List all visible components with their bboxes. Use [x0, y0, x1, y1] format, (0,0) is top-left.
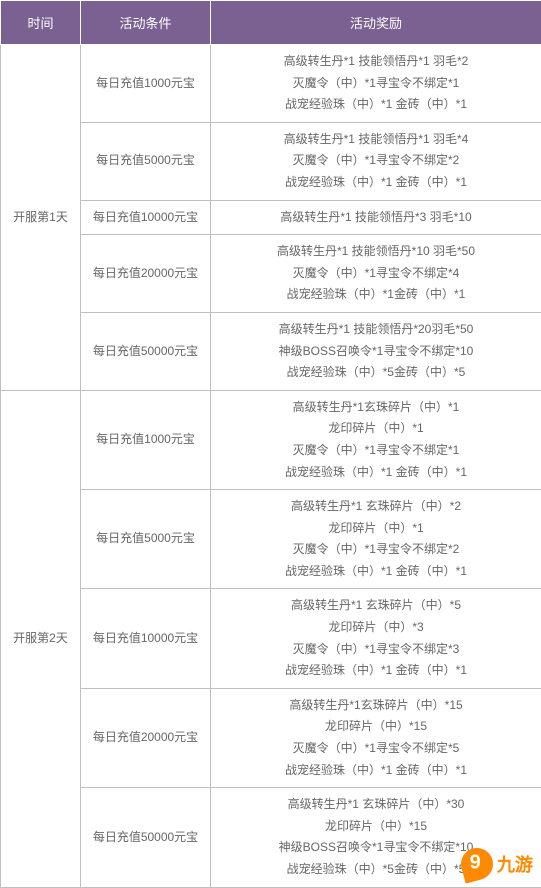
- reward-cell: 高级转生丹*1 玄珠碎片（中）*30龙印碎片（中）*15神级BOSS召唤令*1寻…: [211, 788, 541, 887]
- header-time: 时间: [1, 1, 81, 45]
- reward-line: 高级转生丹*1 玄珠碎片（中）*5: [215, 595, 537, 617]
- table-row: 每日充值50000元宝高级转生丹*1 技能领悟丹*20羽毛*50神级BOSS召唤…: [1, 312, 541, 390]
- reward-cell: 高级转生丹*1 技能领悟丹*1 羽毛*4灭魔令（中）*1寻宝令不绑定*2战宠经验…: [211, 122, 541, 200]
- reward-line: 战宠经验珠（中）*1金砖（中）*1: [215, 284, 537, 306]
- condition-cell: 每日充值10000元宝: [81, 200, 211, 235]
- reward-line: 龙印碎片（中）*3: [215, 617, 537, 639]
- reward-line: 灭魔令（中）*1寻宝令不绑定*2: [215, 150, 537, 172]
- condition-cell: 每日充值50000元宝: [81, 788, 211, 887]
- reward-line: 高级转生丹*1 技能领悟丹*1 羽毛*2: [215, 51, 537, 73]
- reward-cell: 高级转生丹*1玄珠碎片（中）*1龙印碎片（中）*1灭魔令（中）*1寻宝令不绑定*…: [211, 390, 541, 489]
- reward-line: 灭魔令（中）*1寻宝令不绑定*5: [215, 738, 537, 760]
- condition-cell: 每日充值20000元宝: [81, 688, 211, 787]
- reward-line: 灭魔令（中）*1寻宝令不绑定*2: [215, 539, 537, 561]
- reward-line: 战宠经验珠（中）*1 金砖（中）*1: [215, 462, 537, 484]
- reward-line: 龙印碎片（中）*15: [215, 716, 537, 738]
- table-row: 开服第1天每日充值1000元宝高级转生丹*1 技能领悟丹*1 羽毛*2灭魔令（中…: [1, 45, 541, 123]
- table-row: 开服第2天每日充值1000元宝高级转生丹*1玄珠碎片（中）*1龙印碎片（中）*1…: [1, 390, 541, 489]
- time-cell: 开服第2天: [1, 390, 81, 887]
- reward-line: 灭魔令（中）*1寻宝令不绑定*4: [215, 263, 537, 285]
- reward-cell: 高级转生丹*1 技能领悟丹*3 羽毛*10: [211, 200, 541, 235]
- condition-cell: 每日充值50000元宝: [81, 312, 211, 390]
- condition-cell: 每日充值5000元宝: [81, 490, 211, 589]
- reward-line: 高级转生丹*1 玄珠碎片（中）*2: [215, 496, 537, 518]
- condition-cell: 每日充值1000元宝: [81, 390, 211, 489]
- reward-line: 神级BOSS召唤令*1寻宝令不绑定*10: [215, 341, 537, 363]
- condition-cell: 每日充值5000元宝: [81, 122, 211, 200]
- reward-line: 高级转生丹*1玄珠碎片（中）*15: [215, 695, 537, 717]
- table-row: 每日充值10000元宝高级转生丹*1 技能领悟丹*3 羽毛*10: [1, 200, 541, 235]
- reward-cell: 高级转生丹*1 技能领悟丹*10 羽毛*50灭魔令（中）*1寻宝令不绑定*4战宠…: [211, 235, 541, 313]
- reward-line: 战宠经验珠（中）*1 金砖（中）*1: [215, 172, 537, 194]
- header-reward: 活动奖励: [211, 1, 541, 45]
- reward-line: 高级转生丹*1 技能领悟丹*3 羽毛*10: [215, 207, 537, 229]
- reward-line: 灭魔令（中）*1寻宝令不绑定*3: [215, 639, 537, 661]
- reward-cell: 高级转生丹*1 技能领悟丹*20羽毛*50神级BOSS召唤令*1寻宝令不绑定*1…: [211, 312, 541, 390]
- table-row: 每日充值10000元宝高级转生丹*1 玄珠碎片（中）*5龙印碎片（中）*3灭魔令…: [1, 589, 541, 688]
- reward-cell: 高级转生丹*1 玄珠碎片（中）*5龙印碎片（中）*3灭魔令（中）*1寻宝令不绑定…: [211, 589, 541, 688]
- table-row: 每日充值5000元宝高级转生丹*1 技能领悟丹*1 羽毛*4灭魔令（中）*1寻宝…: [1, 122, 541, 200]
- reward-line: 高级转生丹*1玄珠碎片（中）*1: [215, 397, 537, 419]
- rewards-table: 时间 活动条件 活动奖励 开服第1天每日充值1000元宝高级转生丹*1 技能领悟…: [0, 0, 541, 888]
- time-cell: 开服第1天: [1, 45, 81, 391]
- table-row: 每日充值50000元宝高级转生丹*1 玄珠碎片（中）*30龙印碎片（中）*15神…: [1, 788, 541, 887]
- reward-line: 灭魔令（中）*1寻宝令不绑定*1: [215, 440, 537, 462]
- header-row: 时间 活动条件 活动奖励: [1, 1, 541, 45]
- reward-line: 龙印碎片（中）*15: [215, 816, 537, 838]
- table-row: 每日充值20000元宝高级转生丹*1玄珠碎片（中）*15龙印碎片（中）*15灭魔…: [1, 688, 541, 787]
- reward-line: 高级转生丹*1 技能领悟丹*1 羽毛*4: [215, 129, 537, 151]
- condition-cell: 每日充值10000元宝: [81, 589, 211, 688]
- reward-line: 高级转生丹*1 技能领悟丹*20羽毛*50: [215, 319, 537, 341]
- table-row: 每日充值5000元宝高级转生丹*1 玄珠碎片（中）*2龙印碎片（中）*1灭魔令（…: [1, 490, 541, 589]
- reward-line: 战宠经验珠（中）*5金砖（中）*5: [215, 859, 537, 881]
- reward-cell: 高级转生丹*1玄珠碎片（中）*15龙印碎片（中）*15灭魔令（中）*1寻宝令不绑…: [211, 688, 541, 787]
- reward-line: 战宠经验珠（中）*1 金砖（中）*1: [215, 561, 537, 583]
- reward-cell: 高级转生丹*1 玄珠碎片（中）*2龙印碎片（中）*1灭魔令（中）*1寻宝令不绑定…: [211, 490, 541, 589]
- reward-line: 龙印碎片（中）*1: [215, 518, 537, 540]
- condition-cell: 每日充值1000元宝: [81, 45, 211, 123]
- reward-line: 战宠经验珠（中）*1 金砖（中）*1: [215, 760, 537, 782]
- reward-line: 龙印碎片（中）*1: [215, 418, 537, 440]
- reward-line: 神级BOSS召唤令*1寻宝令不绑定*10: [215, 837, 537, 859]
- reward-line: 战宠经验珠（中）*5金砖（中）*5: [215, 362, 537, 384]
- table-row: 每日充值20000元宝高级转生丹*1 技能领悟丹*10 羽毛*50灭魔令（中）*…: [1, 235, 541, 313]
- reward-line: 高级转生丹*1 玄珠碎片（中）*30: [215, 794, 537, 816]
- reward-cell: 高级转生丹*1 技能领悟丹*1 羽毛*2灭魔令（中）*1寻宝令不绑定*1战宠经验…: [211, 45, 541, 123]
- reward-line: 战宠经验珠（中）*1 金砖（中）*1: [215, 94, 537, 116]
- condition-cell: 每日充值20000元宝: [81, 235, 211, 313]
- header-condition: 活动条件: [81, 1, 211, 45]
- reward-line: 战宠经验珠（中）*1 金砖（中）*1: [215, 660, 537, 682]
- reward-line: 高级转生丹*1 技能领悟丹*10 羽毛*50: [215, 241, 537, 263]
- reward-line: 灭魔令（中）*1寻宝令不绑定*1: [215, 73, 537, 95]
